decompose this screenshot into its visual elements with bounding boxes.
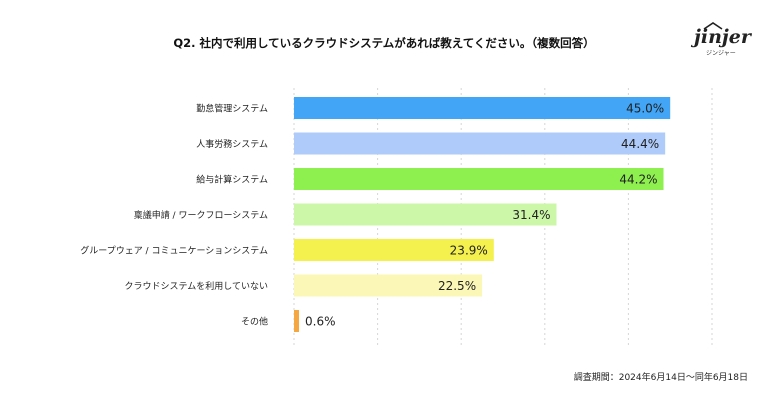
bar xyxy=(294,97,671,119)
category-label: 勤怠管理システム xyxy=(196,103,268,115)
category-label: その他 xyxy=(241,316,268,328)
chart-title: Q2. 社内で利用しているクラウドシステムがあれば教えてください。（複数回答） xyxy=(173,36,595,50)
bar xyxy=(294,239,494,261)
bar xyxy=(294,203,557,226)
category-label: クラウドシステムを利用していない xyxy=(125,280,268,292)
bar xyxy=(294,168,664,190)
value-label: 31.4% xyxy=(512,208,550,222)
category-label: グループウェア / コミュニケーションシステム xyxy=(80,245,268,257)
category-label: 稟議申請 / ワークフローシステム xyxy=(134,209,268,221)
value-label: 44.2% xyxy=(619,173,657,187)
category-label: 給与計算システム xyxy=(196,174,268,186)
bar xyxy=(294,132,666,155)
value-label: 23.9% xyxy=(450,244,488,258)
logo-subtext: ジンジャー xyxy=(706,50,736,57)
value-label: 44.4% xyxy=(621,137,659,151)
value-label: 45.0% xyxy=(626,102,664,116)
value-label: 22.5% xyxy=(438,279,476,293)
house-logo-icon xyxy=(703,22,723,30)
bar xyxy=(294,274,483,297)
survey-period-note: 調査期間：2024年6月14日〜同年6月18日 xyxy=(573,373,748,383)
category-label: 人事労務システム xyxy=(196,138,268,150)
logo-wordmark: jinjer xyxy=(694,26,751,48)
jinjer-logo: jinjer ジンジャー xyxy=(694,22,754,57)
value-label: 0.6% xyxy=(305,315,336,329)
bar xyxy=(294,310,300,332)
